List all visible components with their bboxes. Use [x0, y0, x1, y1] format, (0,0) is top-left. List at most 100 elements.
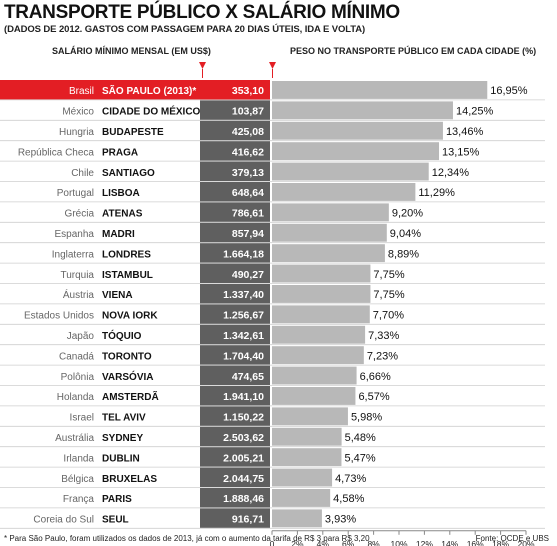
city-label: SÃO PAULO (2013)* — [102, 84, 196, 97]
percent-value-label: 8,89% — [388, 248, 419, 260]
country-label: Áustria — [63, 288, 95, 301]
percent-value-label: 9,04% — [390, 228, 421, 240]
country-label: Coreia do Sul — [33, 515, 94, 526]
country-label: França — [63, 494, 95, 505]
percent-value-label: 6,66% — [360, 371, 391, 383]
salary-cell — [200, 488, 270, 508]
country-label: México — [62, 107, 94, 118]
country-label: Japão — [67, 331, 95, 342]
x-tick-label: 14% — [441, 539, 458, 546]
percent-bar — [272, 448, 342, 467]
salary-header-marker-icon — [199, 62, 206, 69]
salary-value: 1.256,67 — [223, 310, 264, 322]
salary-cell — [200, 120, 270, 141]
salary-value: 786,61 — [232, 208, 264, 220]
x-tick-label: 10% — [390, 539, 407, 546]
percent-value-label: 5,98% — [351, 412, 382, 424]
percent-value-label: 7,23% — [367, 350, 398, 362]
country-label: Estados Unidos — [24, 311, 94, 322]
salary-cell — [200, 345, 270, 365]
city-label: PARIS — [102, 494, 132, 505]
percent-value-label: 3,93% — [325, 514, 356, 526]
city-label: DUBLIN — [102, 453, 140, 464]
city-label: CIDADE DO MÉXICO — [102, 105, 201, 118]
percent-bar — [272, 346, 364, 365]
x-tick-label: 6% — [342, 539, 355, 546]
percent-bar — [272, 387, 356, 405]
percent-value-label: 7,75% — [373, 269, 404, 281]
salary-value: 490,27 — [232, 269, 264, 281]
salary-value: 425,08 — [232, 126, 264, 138]
salary-value: 857,94 — [232, 228, 264, 240]
percent-bar — [272, 407, 348, 426]
city-label: SEUL — [102, 515, 129, 526]
salary-cell — [200, 426, 270, 447]
percent-bar — [272, 162, 429, 181]
country-label: Hungria — [59, 127, 94, 138]
city-label: SANTIAGO — [102, 168, 155, 179]
city-label: MADRI — [102, 229, 135, 240]
percent-value-label: 13,46% — [446, 126, 484, 138]
city-label: BRUXELAS — [102, 474, 157, 485]
percent-value-label: 14,25% — [456, 106, 494, 118]
salary-value: 474,65 — [232, 371, 264, 383]
city-label: TEL AVIV — [102, 413, 146, 424]
city-label: VIENA — [102, 290, 133, 301]
city-label: NOVA IORK — [102, 311, 158, 322]
country-label: Israel — [70, 413, 94, 424]
x-tick-label: 8% — [367, 539, 380, 546]
salary-cell — [200, 141, 270, 161]
source-note: Fonte: OCDE e UBS — [475, 534, 549, 543]
percent-bar — [272, 366, 357, 385]
percent-bar — [272, 142, 440, 161]
country-label: Brasil — [69, 86, 94, 97]
salary-cell — [200, 324, 270, 345]
salary-value: 103,87 — [232, 106, 264, 118]
percent-value-label: 6,57% — [358, 391, 389, 403]
percent-value-label: 11,29% — [418, 187, 455, 199]
city-label: TORONTO — [102, 351, 152, 362]
salary-cell — [200, 467, 270, 487]
percent-bar — [272, 81, 488, 99]
chart-subtitle: (DADOS DE 2012. GASTOS COM PASSAGEM PARA… — [4, 24, 366, 35]
x-tick-label: 16% — [467, 539, 484, 546]
country-label: Chile — [71, 168, 94, 179]
percent-bar — [272, 203, 389, 222]
salary-value: 1.888,46 — [223, 493, 264, 505]
percent-value-label: 7,75% — [373, 289, 404, 301]
chart-title: TRANSPORTE PÚBLICO X SALÁRIO MÍNIMO — [4, 2, 400, 23]
footnote: * Para São Paulo, foram utilizados os da… — [4, 534, 370, 543]
x-tick-label: 20% — [517, 539, 534, 546]
salary-cell — [200, 508, 270, 528]
percent-bar — [272, 121, 443, 140]
country-label: Grécia — [65, 209, 95, 220]
percent-value-label: 5,48% — [345, 432, 376, 444]
city-label: BUDAPESTE — [102, 127, 164, 138]
salary-cell — [200, 80, 270, 100]
country-label: Turquia — [60, 270, 94, 281]
salary-cell — [200, 202, 270, 222]
country-label: Irlanda — [63, 453, 94, 464]
percent-bar — [272, 264, 371, 283]
salary-cell — [200, 243, 270, 263]
percent-bar — [272, 244, 385, 263]
salary-value: 648,64 — [232, 187, 264, 199]
percent-bar — [272, 223, 387, 242]
percent-value-label: 16,95% — [490, 85, 528, 97]
salary-cell — [200, 263, 270, 283]
city-label: AMSTERDÃ — [102, 390, 159, 403]
city-label: TÓQUIO — [102, 329, 142, 342]
percent-bar — [272, 489, 331, 507]
percent-value-label: 4,73% — [335, 473, 366, 485]
percent-bar — [272, 509, 322, 528]
x-tick-label: 2% — [291, 539, 304, 546]
country-label: Portugal — [57, 188, 94, 199]
percent-value-label: 7,33% — [368, 330, 399, 342]
salary-value: 1.337,40 — [223, 289, 264, 301]
city-label: PRAGA — [102, 147, 138, 158]
salary-value: 1.941,10 — [223, 391, 264, 403]
percent-value-label: 5,47% — [344, 452, 375, 464]
salary-value: 1.342,61 — [223, 330, 264, 342]
salary-column-header: SALÁRIO MÍNIMO MENSAL (EM US$) — [52, 46, 211, 56]
salary-cell — [200, 182, 270, 202]
